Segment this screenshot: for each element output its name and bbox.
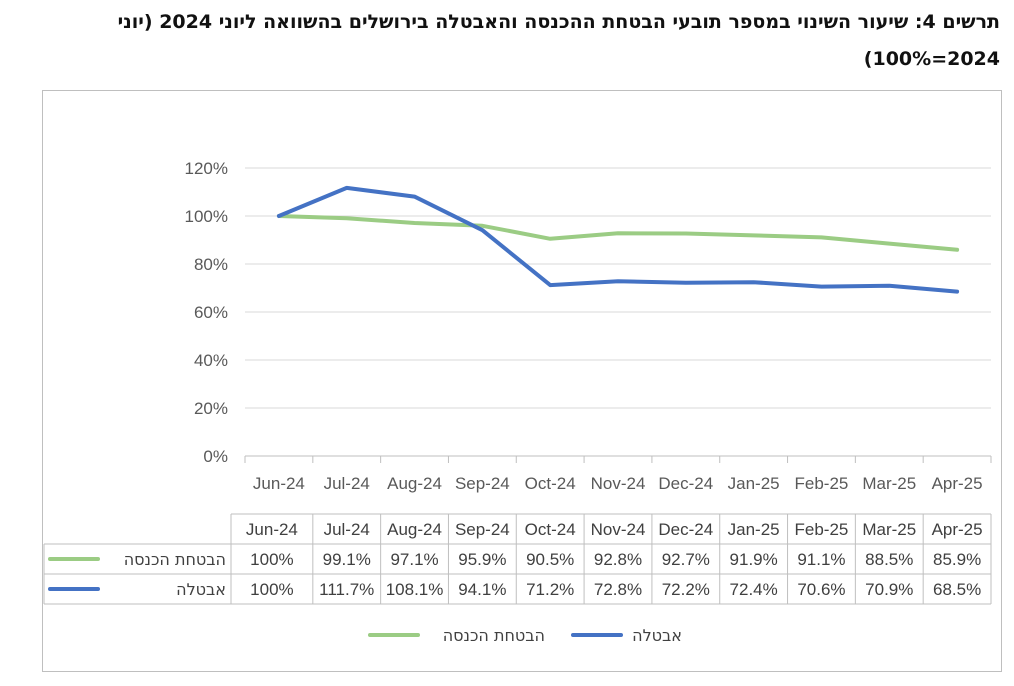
table-cell: 100% (250, 580, 293, 599)
table-cell: 94.1% (458, 580, 506, 599)
x-tick-label: Aug-24 (387, 474, 442, 493)
table-cell: 91.1% (797, 550, 845, 569)
table-cell: 90.5% (526, 550, 574, 569)
table-cell: 71.2% (526, 580, 574, 599)
y-tick-label: 80% (194, 255, 228, 274)
table-header-cell: Mar-25 (862, 520, 916, 539)
y-tick-label: 20% (194, 399, 228, 418)
table-cell: 70.6% (797, 580, 845, 599)
table-row-label: הבטחת הכנסה (124, 550, 226, 569)
x-tick-label: Dec-24 (658, 474, 713, 493)
y-tick-label: 100% (185, 207, 228, 226)
x-tick-label: Nov-24 (591, 474, 646, 493)
table-cell: 100% (250, 550, 293, 569)
legend-label-2: אבטלה (632, 626, 682, 645)
x-tick-label: Oct-24 (525, 474, 576, 493)
table-cell: 111.7% (319, 580, 374, 599)
table-cell: 72.4% (730, 580, 778, 599)
x-tick-label: Feb-25 (795, 474, 849, 493)
table-cell: 97.1% (390, 550, 438, 569)
table-cell: 68.5% (933, 580, 981, 599)
table-cell: 95.9% (458, 550, 506, 569)
table-header-cell: Dec-24 (658, 520, 713, 539)
table-cell: 85.9% (933, 550, 981, 569)
table-header-cell: Sep-24 (455, 520, 510, 539)
x-tick-label: Mar-25 (862, 474, 916, 493)
table-row-label: אבטלה (176, 580, 226, 599)
table-header-cell: Jul-24 (324, 520, 370, 539)
y-tick-label: 0% (203, 447, 228, 466)
legend-label-1: הבטחת הכנסה (443, 626, 545, 645)
chart-frame (42, 90, 1002, 672)
series-line-2 (276, 185, 960, 294)
series-line-1 (276, 214, 960, 252)
x-tick-label: Apr-25 (932, 474, 983, 493)
table-cell: 72.2% (662, 580, 710, 599)
table-cell: 72.8% (594, 580, 642, 599)
x-tick-label: Jun-24 (253, 474, 305, 493)
table-cell: 92.8% (594, 550, 642, 569)
table-cell: 91.9% (730, 550, 778, 569)
table-header-cell: Jun-24 (246, 520, 298, 539)
table-cell: 108.1% (386, 580, 444, 599)
chart-title: תרשים 4: שיעור השינוי במספר תובעי הבטחת … (117, 11, 1000, 70)
x-tick-label: Jan-25 (728, 474, 780, 493)
table-cell: 92.7% (662, 550, 710, 569)
table-cell: 88.5% (865, 550, 913, 569)
table-cell: 99.1% (323, 550, 371, 569)
y-tick-label: 60% (194, 303, 228, 322)
y-tick-label: 40% (194, 351, 228, 370)
table-header-cell: Jan-25 (728, 520, 780, 539)
table-header-cell: Feb-25 (795, 520, 849, 539)
table-header-cell: Nov-24 (591, 520, 646, 539)
y-tick-label: 120% (185, 159, 228, 178)
x-tick-label: Jul-24 (324, 474, 370, 493)
table-header-cell: Aug-24 (387, 520, 442, 539)
x-tick-label: Sep-24 (455, 474, 510, 493)
table-header-cell: Apr-25 (932, 520, 983, 539)
table-header-cell: Oct-24 (525, 520, 576, 539)
table-cell: 70.9% (865, 580, 913, 599)
